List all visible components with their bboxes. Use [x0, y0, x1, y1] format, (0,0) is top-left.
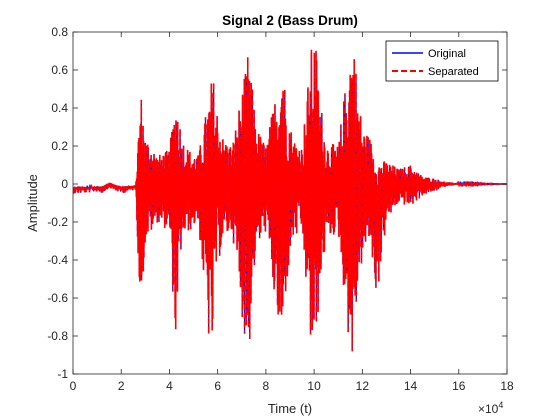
y-tick-label: 0.4 [51, 101, 68, 115]
legend-box [385, 40, 499, 82]
signal-traces [73, 49, 507, 352]
y-tick-label: -1 [57, 367, 68, 381]
y-tick-label: 0.6 [51, 63, 68, 77]
x-tick-label: 12 [356, 379, 370, 393]
axes-frame [72, 31, 508, 375]
x-axis-label: Time (t) [268, 401, 312, 416]
x-tick-label: 8 [263, 379, 270, 393]
y-tick-label: 0.2 [51, 139, 68, 153]
y-tick-label: 0 [61, 177, 68, 191]
y-tick-label: -0.2 [47, 215, 68, 229]
y-axis-label: Amplitude [25, 174, 40, 232]
x-tick-label: 6 [214, 379, 221, 393]
legend-label-original: Original [428, 48, 466, 60]
x-tick-label: 10 [307, 379, 321, 393]
x-tick-label: 0 [70, 379, 77, 393]
y-tick-label: -0.4 [47, 253, 68, 267]
chart-title: Signal 2 (Bass Drum) [222, 13, 358, 28]
legend: Original Separated [385, 40, 499, 82]
x-tick-label: 14 [404, 379, 418, 393]
axes: 0 2 4 6 8 10 12 14 16 18 -1 -0.8 -0.6 -0.4 -0.2 0 0.2 0.4… [47, 25, 514, 393]
legend-label-separated: Separated [428, 66, 479, 78]
x-tick-label: 16 [452, 379, 466, 393]
y-tick-label: -0.8 [47, 329, 68, 343]
y-tick-label: -0.6 [47, 291, 68, 305]
x-tick-label: 4 [166, 379, 173, 393]
x-axis-exponent: ×104 [478, 400, 503, 416]
x-tick-label: 2 [118, 379, 125, 393]
y-tick-label: 0.8 [51, 25, 68, 39]
series-separated-line [73, 49, 507, 352]
x-tick-label: 18 [500, 379, 514, 393]
